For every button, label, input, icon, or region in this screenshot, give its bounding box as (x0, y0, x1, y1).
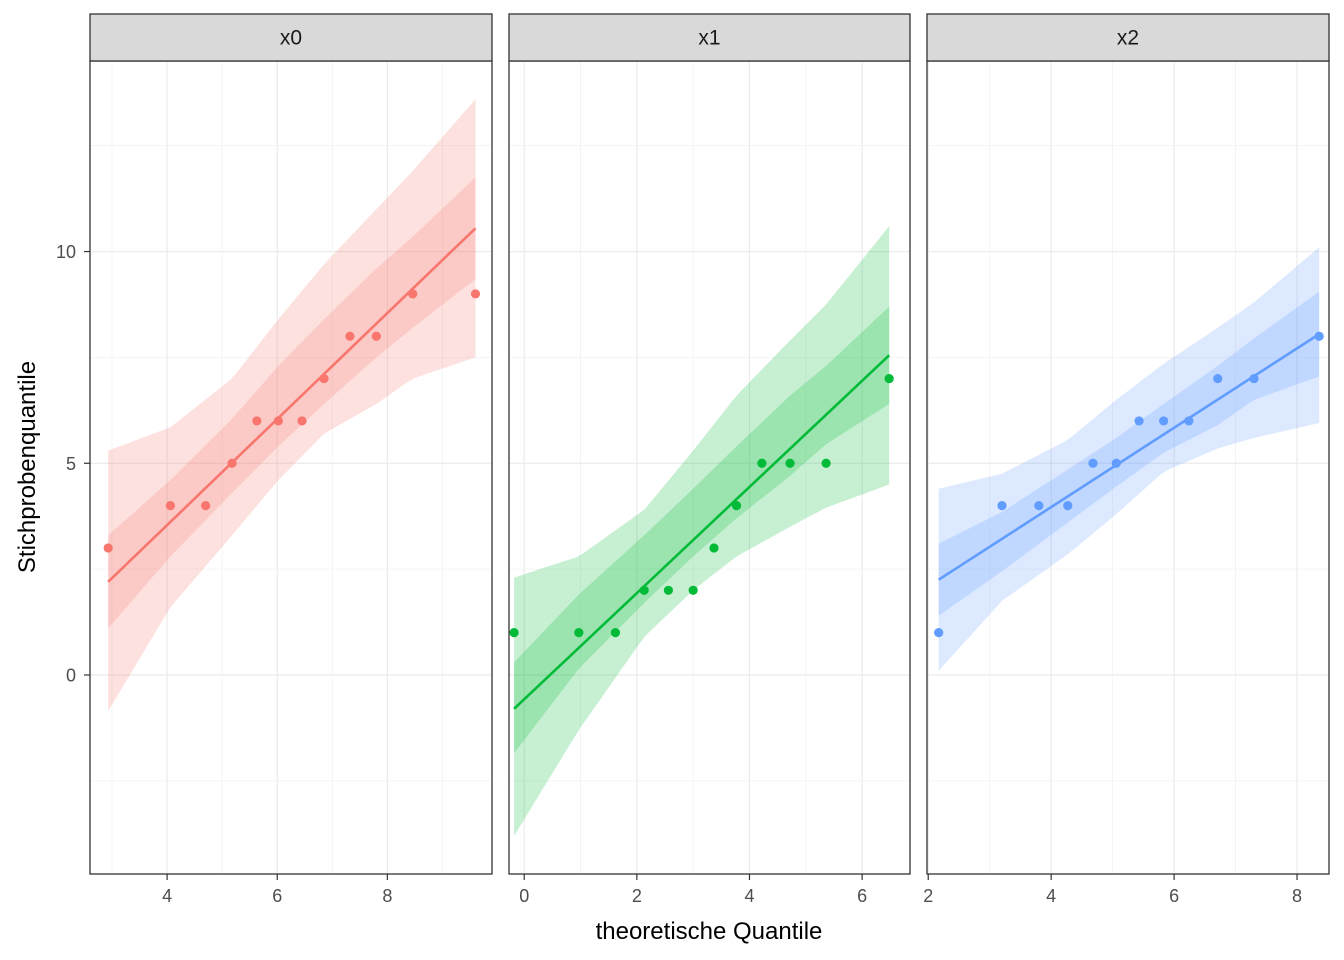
panel-grid (90, 61, 492, 874)
data-point (688, 585, 698, 595)
data-point (371, 331, 381, 341)
data-point (1088, 458, 1098, 468)
data-point (1314, 331, 1324, 341)
facet-strip-label: x1 (698, 27, 720, 50)
x-tick-label: 4 (162, 886, 172, 906)
facet-strip-label: x0 (280, 27, 302, 50)
data-point (470, 289, 481, 299)
data-point (997, 501, 1007, 511)
x-tick-label: 2 (632, 886, 642, 906)
y-tick-label: 0 (66, 665, 76, 685)
data-point (1249, 373, 1259, 384)
panel-grid (927, 61, 1329, 874)
facet-strip (89, 13, 493, 62)
x-tick-label: 6 (1169, 886, 1179, 906)
inner-confidence-band (938, 291, 1320, 616)
confidence-bands (938, 247, 1320, 671)
data-point (165, 501, 175, 511)
panel-x0: x0 4 6 8 (89, 13, 493, 906)
y-axis-title: Stichprobenquantile (14, 361, 41, 573)
panel-background (90, 61, 492, 874)
x-tick-label: 8 (1292, 886, 1302, 906)
data-point (345, 331, 355, 341)
data-point (297, 416, 307, 426)
data-point (731, 501, 742, 511)
data-point (1034, 501, 1044, 511)
x-tick-label: 4 (1046, 886, 1056, 906)
panel-grid (509, 61, 910, 874)
data-point (252, 416, 262, 426)
fit-line (107, 227, 477, 583)
x-tick-label: 6 (272, 886, 282, 906)
facet-strip (926, 13, 1330, 62)
data-point (785, 458, 795, 468)
x-tick-label: 0 (519, 886, 529, 906)
panel-x2: x2 2 4 6 8 (923, 13, 1330, 906)
y-tick-label: 10 (56, 242, 76, 262)
y-tick-label: 5 (66, 454, 76, 474)
data-point (1159, 416, 1169, 426)
outer-confidence-band (938, 247, 1320, 671)
inner-confidence-band (514, 306, 890, 754)
data-point (709, 543, 719, 553)
facet-strip-label: x2 (1117, 27, 1139, 50)
x-tick-label: 2 (923, 886, 933, 906)
panels-layer: x0 4 6 8 x1 0 2 4 6 x2 2 4 6 8 (89, 13, 1330, 906)
data-point (639, 585, 649, 595)
panel-background (509, 61, 910, 874)
x-tick-label: 4 (744, 886, 754, 906)
data-point (509, 628, 519, 638)
data-point (934, 628, 944, 638)
data-point (1063, 501, 1073, 511)
data-point (103, 543, 113, 553)
data-point (408, 289, 418, 299)
x-axis-title: theoretische Quantile (596, 918, 823, 945)
data-point (1111, 458, 1121, 468)
data-point (757, 458, 767, 468)
data-point (610, 628, 621, 638)
data-point (227, 458, 237, 468)
data-point (663, 585, 673, 595)
panel-background (927, 61, 1329, 874)
facet-strip (508, 13, 911, 62)
x-tick-label: 6 (857, 886, 867, 906)
data-point (821, 458, 831, 468)
data-point (1134, 416, 1144, 426)
data-point (574, 628, 584, 638)
panel-x1: x1 0 2 4 6 (508, 13, 911, 906)
data-point (1213, 373, 1223, 384)
x-tick-label: 8 (382, 886, 392, 906)
fit-line (513, 354, 891, 710)
y-axis: 0 5 10 (56, 242, 90, 685)
data-point (273, 416, 283, 426)
data-point (201, 501, 211, 511)
data-point (319, 373, 329, 384)
inner-confidence-band (108, 177, 476, 629)
data-point (884, 373, 894, 384)
data-point (1184, 416, 1194, 426)
